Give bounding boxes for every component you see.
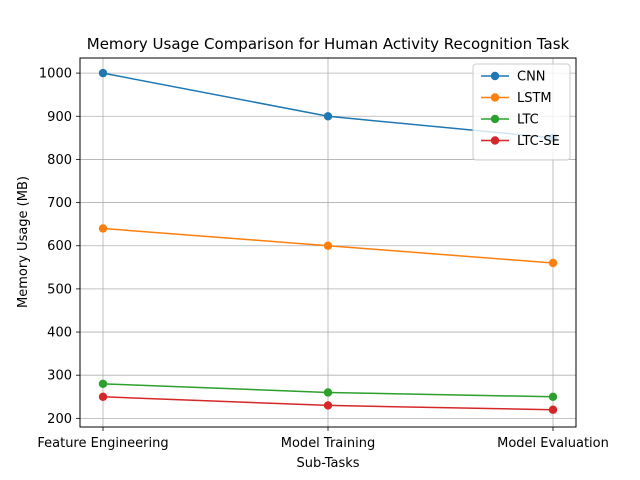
y-tick-label: 200 xyxy=(47,412,72,427)
data-point-cnn xyxy=(98,68,108,78)
y-tick-label: 400 xyxy=(47,326,72,341)
y-tick-label: 1000 xyxy=(39,67,72,82)
data-point-ltc xyxy=(98,379,108,389)
data-point-ltc-se xyxy=(98,392,108,401)
legend-swatch-marker xyxy=(490,136,500,145)
legend-label: LSTM xyxy=(517,91,552,106)
y-tick-label: 500 xyxy=(47,282,72,297)
y-tick-label: 900 xyxy=(47,110,72,125)
x-tick-label: Feature Engineering xyxy=(37,436,168,451)
x-tick-label: Model Training xyxy=(281,436,375,451)
data-point-ltc-se xyxy=(323,401,333,410)
data-point-lstm xyxy=(323,241,333,250)
legend-label: LTC-SE xyxy=(517,134,560,149)
data-point-cnn xyxy=(323,112,333,121)
data-point-ltc xyxy=(548,392,558,401)
y-axis: 200 300 400 500 600 700 800 900 1000 xyxy=(39,67,80,427)
legend-item-cnn: CNN xyxy=(481,70,546,85)
chart-title: Memory Usage Comparison for Human Activi… xyxy=(87,35,570,53)
data-point-ltc xyxy=(323,388,333,397)
series-lstm xyxy=(98,224,558,268)
legend-label: LTC xyxy=(517,113,539,128)
x-tick-label: Model Evaluation xyxy=(497,436,609,451)
legend-label: CNN xyxy=(517,70,546,85)
legend-swatch-marker xyxy=(490,114,500,124)
legend-box xyxy=(472,63,571,161)
y-axis-label: Memory Usage (MB) xyxy=(16,176,31,308)
legend-item-ltc-se: LTC-SE xyxy=(481,134,560,149)
series-ltc-se xyxy=(98,392,558,414)
legend-item-lstm: LSTM xyxy=(481,91,552,106)
x-axis-label: Sub-Tasks xyxy=(296,456,359,471)
data-point-ltc-se xyxy=(548,405,558,414)
y-tick-label: 800 xyxy=(47,153,72,168)
y-tick-label: 300 xyxy=(47,369,72,384)
legend-swatch-marker xyxy=(490,93,500,102)
legend-item-ltc: LTC xyxy=(481,113,539,128)
y-tick-label: 700 xyxy=(47,196,72,211)
series-ltc xyxy=(98,379,558,401)
data-point-lstm xyxy=(548,258,558,268)
legend: CNN LSTM LTC LTC-SE xyxy=(472,63,571,161)
legend-swatch-marker xyxy=(490,71,500,81)
data-point-lstm xyxy=(98,224,108,233)
x-axis: Feature Engineering Model Training Model E… xyxy=(37,427,609,451)
y-tick-label: 600 xyxy=(47,239,72,254)
